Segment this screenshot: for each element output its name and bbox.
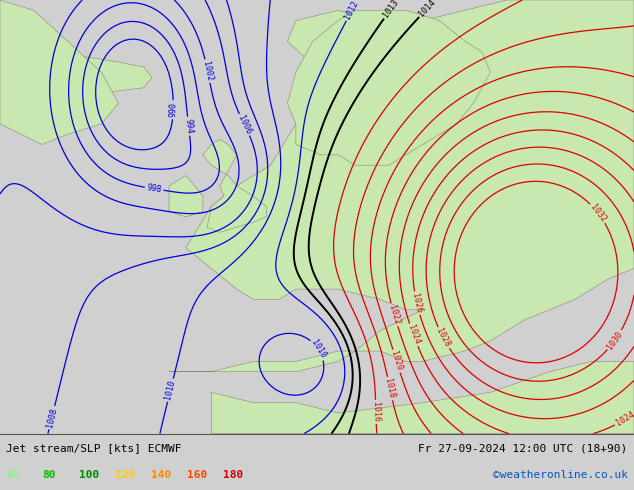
Text: Fr 27-09-2024 12:00 UTC (18+90): Fr 27-09-2024 12:00 UTC (18+90)	[418, 443, 628, 453]
Text: 1026: 1026	[410, 293, 424, 314]
Text: ©weatheronline.co.uk: ©weatheronline.co.uk	[493, 470, 628, 480]
Text: 1032: 1032	[588, 202, 608, 224]
Polygon shape	[287, 10, 490, 165]
Text: 998: 998	[146, 183, 162, 195]
Text: 1012: 1012	[343, 0, 361, 21]
Text: 160: 160	[187, 470, 207, 480]
Text: 994: 994	[183, 118, 194, 134]
Text: 1016: 1016	[371, 402, 380, 422]
Text: 1030: 1030	[605, 329, 624, 351]
Text: Jet stream/SLP [kts] ECMWF: Jet stream/SLP [kts] ECMWF	[6, 443, 182, 453]
Text: 1024: 1024	[406, 324, 421, 346]
Text: 1020: 1020	[389, 350, 404, 372]
Polygon shape	[211, 361, 634, 434]
Text: 140: 140	[151, 470, 171, 480]
Polygon shape	[51, 57, 152, 93]
Text: 1010: 1010	[309, 339, 328, 360]
Text: 1006: 1006	[236, 114, 253, 136]
Text: 1022: 1022	[387, 304, 401, 325]
Polygon shape	[169, 175, 203, 217]
Polygon shape	[169, 0, 634, 372]
Text: 1014: 1014	[417, 0, 437, 19]
Text: 60: 60	[6, 470, 20, 480]
Text: 1018: 1018	[384, 378, 396, 399]
Text: 120: 120	[115, 470, 135, 480]
Text: 1002: 1002	[201, 60, 214, 82]
Text: 100: 100	[79, 470, 99, 480]
Text: 1008: 1008	[45, 407, 58, 428]
Text: 1010: 1010	[164, 379, 177, 401]
Text: 1013: 1013	[382, 0, 400, 20]
Polygon shape	[203, 139, 266, 232]
Text: 990: 990	[169, 102, 178, 118]
Text: 80: 80	[42, 470, 56, 480]
Polygon shape	[0, 0, 119, 145]
Text: 1028: 1028	[435, 327, 452, 349]
Text: 180: 180	[223, 470, 243, 480]
Text: 1024: 1024	[614, 410, 634, 428]
